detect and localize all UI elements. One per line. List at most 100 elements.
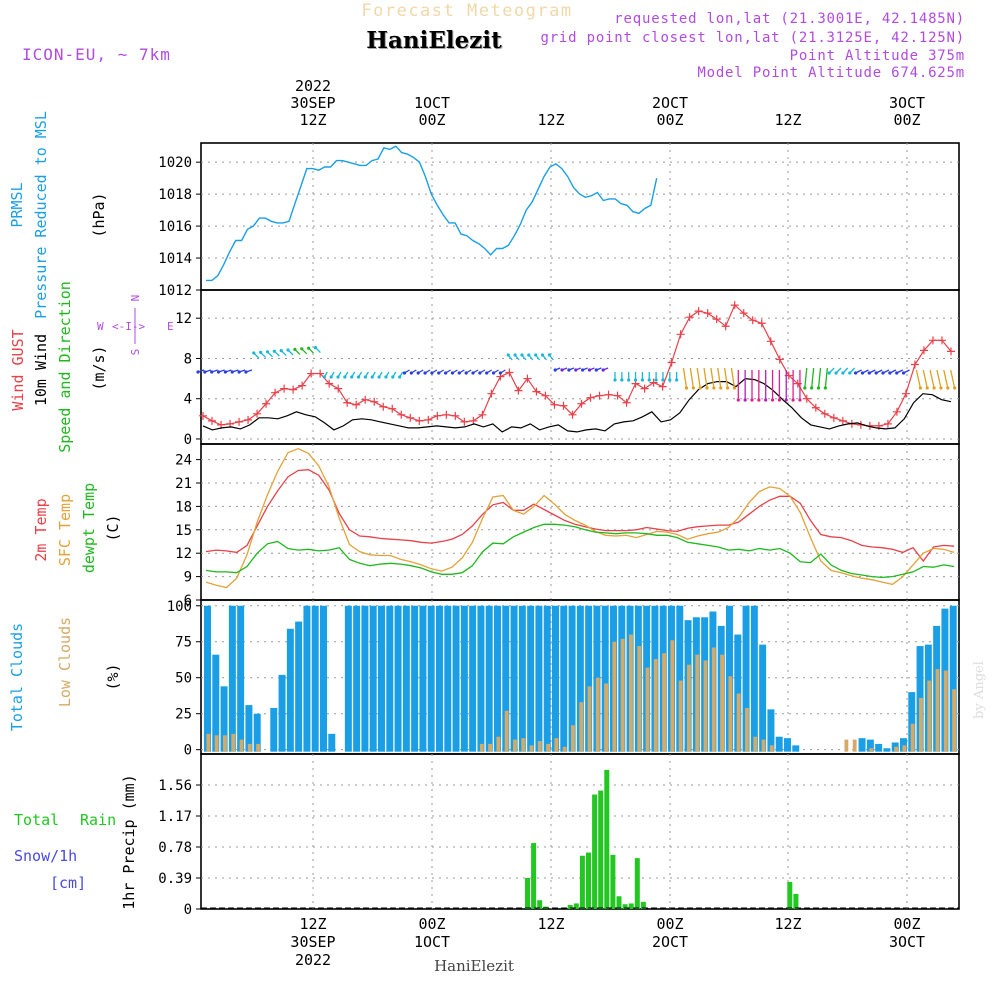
wind-direction-arrowhead [336, 375, 340, 379]
low-cloud-bar [239, 739, 244, 752]
wind-direction-arrowhead [854, 371, 858, 375]
wind-direction-arrowhead [627, 378, 631, 382]
wind-title-gust: Wind GUST [9, 329, 27, 410]
top-axis-label: 12Z [537, 111, 564, 129]
wind-direction-arrowhead [203, 370, 207, 374]
gust-marker [442, 410, 451, 419]
compass-east: E [167, 320, 174, 333]
gust-marker [334, 384, 343, 393]
y-tick-label: 21 [175, 476, 192, 492]
bottom-axis-label: 12Z [299, 915, 326, 933]
low-cloud-bar [479, 743, 484, 752]
low-cloud-bar [595, 677, 600, 752]
wind-direction-arrowhead [293, 347, 297, 351]
low-cloud-bar [247, 743, 252, 752]
wind-direction-arrowhead [881, 371, 885, 375]
temperature-panel: 6 9 12 15 18 21 24 [175, 443, 960, 609]
total-cloud-bar [419, 605, 427, 752]
requested-coords: requested lon,lat (21.3001E, 42.1485N) [614, 11, 965, 27]
low-cloud-bar [711, 647, 716, 752]
bottom-axis-label: 00Z [893, 915, 920, 933]
wind-direction-arrowhead [867, 371, 871, 375]
total-cloud-bar [204, 605, 211, 752]
wind-direction-arrowhead [300, 347, 304, 351]
low-cloud-bar [653, 659, 658, 752]
gust-marker [325, 379, 334, 388]
gust-marker [703, 309, 712, 318]
wind-direction-arrowhead [953, 386, 957, 390]
total-cloud-bar [858, 738, 866, 752]
total-cloud-bar [344, 605, 352, 752]
clouds-title-total: Total Clouds [8, 623, 26, 731]
total-cloud-bar [750, 605, 758, 752]
gust-marker [271, 388, 280, 397]
precip-title-cm: [cm] [50, 874, 86, 892]
total-cloud-bar [452, 605, 460, 752]
rain-bar [579, 855, 585, 909]
gust-marker [379, 402, 388, 411]
clouds-ylabel: (%) [104, 663, 122, 690]
y-tick-label: 9 [184, 570, 192, 586]
y-tick-label: 0 [184, 432, 192, 448]
total-cloud-bar [543, 605, 551, 752]
wind-direction-arrowhead [620, 378, 624, 382]
total-cloud-bar [286, 628, 294, 752]
wind-direction-arrowhead [750, 398, 754, 402]
low-cloud-bar [728, 676, 733, 752]
top-axis-label: 2OCT [652, 94, 688, 112]
gust-marker [640, 384, 649, 393]
low-cloud-bar [546, 743, 551, 752]
total-cloud-bar [742, 605, 750, 752]
wind-direction-arrow [922, 369, 928, 389]
wind-direction-arrowhead [860, 371, 865, 375]
total-cloud-bar [469, 605, 477, 752]
wind-direction-arrowhead [457, 371, 461, 375]
wind-direction-arrow [703, 367, 708, 389]
gust-marker [424, 415, 433, 424]
wind-title-dir: Speed and Direction [56, 281, 74, 453]
low-cloud-bar [206, 733, 211, 752]
wind-direction-arrowhead [719, 386, 723, 390]
wind-direction-arrowhead [402, 371, 407, 375]
wind-direction-arrowhead [810, 386, 814, 390]
gust-marker [820, 409, 829, 418]
rain-bar [640, 901, 646, 909]
total-cloud-bar [576, 605, 584, 752]
gust-marker [397, 410, 406, 419]
wind-direction-arrowhead [803, 386, 807, 390]
wind-direction-arrowhead [827, 371, 831, 375]
wind-direction-arrowhead [848, 371, 852, 375]
wind-direction-arrowhead [553, 368, 557, 372]
wind-direction-arrowhead [581, 368, 585, 372]
wind-direction-arrowhead [329, 375, 333, 379]
total-cloud-bar [303, 605, 311, 752]
gust-marker [721, 322, 730, 331]
clouds-title: Total Clouds Low Clouds (%) [8, 617, 122, 731]
point-altitude: Point Altitude 375m [790, 48, 965, 64]
pressure-title: PRMSL Pressure Reduced to MSL (hPa) [8, 111, 108, 319]
meteogram-title: Forecast Meteogram [361, 1, 572, 21]
wind-direction-arrowhead [464, 371, 468, 375]
wind-direction-arrowhead [640, 378, 645, 382]
low-cloud-bar [935, 669, 940, 752]
wind-direction-arrowhead [423, 371, 427, 375]
wind-direction-arrowhead [265, 350, 270, 354]
y-tick-label: 0 [184, 743, 192, 759]
total-cloud-bar [485, 605, 493, 752]
top-axis-label: 00Z [656, 111, 683, 129]
wind-direction-arrowhead [925, 386, 929, 390]
y-tick-label: 12 [175, 311, 192, 327]
gust-marker [262, 399, 271, 408]
low-cloud-bar [703, 660, 708, 752]
temperature-title: 2m Temp SFC Temp dewpt Temp (C) [32, 483, 122, 573]
total-cloud-bar [253, 713, 261, 752]
wind-direction-arrow [804, 367, 808, 389]
total-cloud-bar [369, 605, 377, 752]
rain-bar [567, 905, 573, 909]
wind-direction-arrowhead [527, 353, 531, 357]
low-cloud-bar [869, 748, 874, 752]
gust-marker [235, 417, 244, 426]
low-cloud-bar [620, 638, 625, 752]
